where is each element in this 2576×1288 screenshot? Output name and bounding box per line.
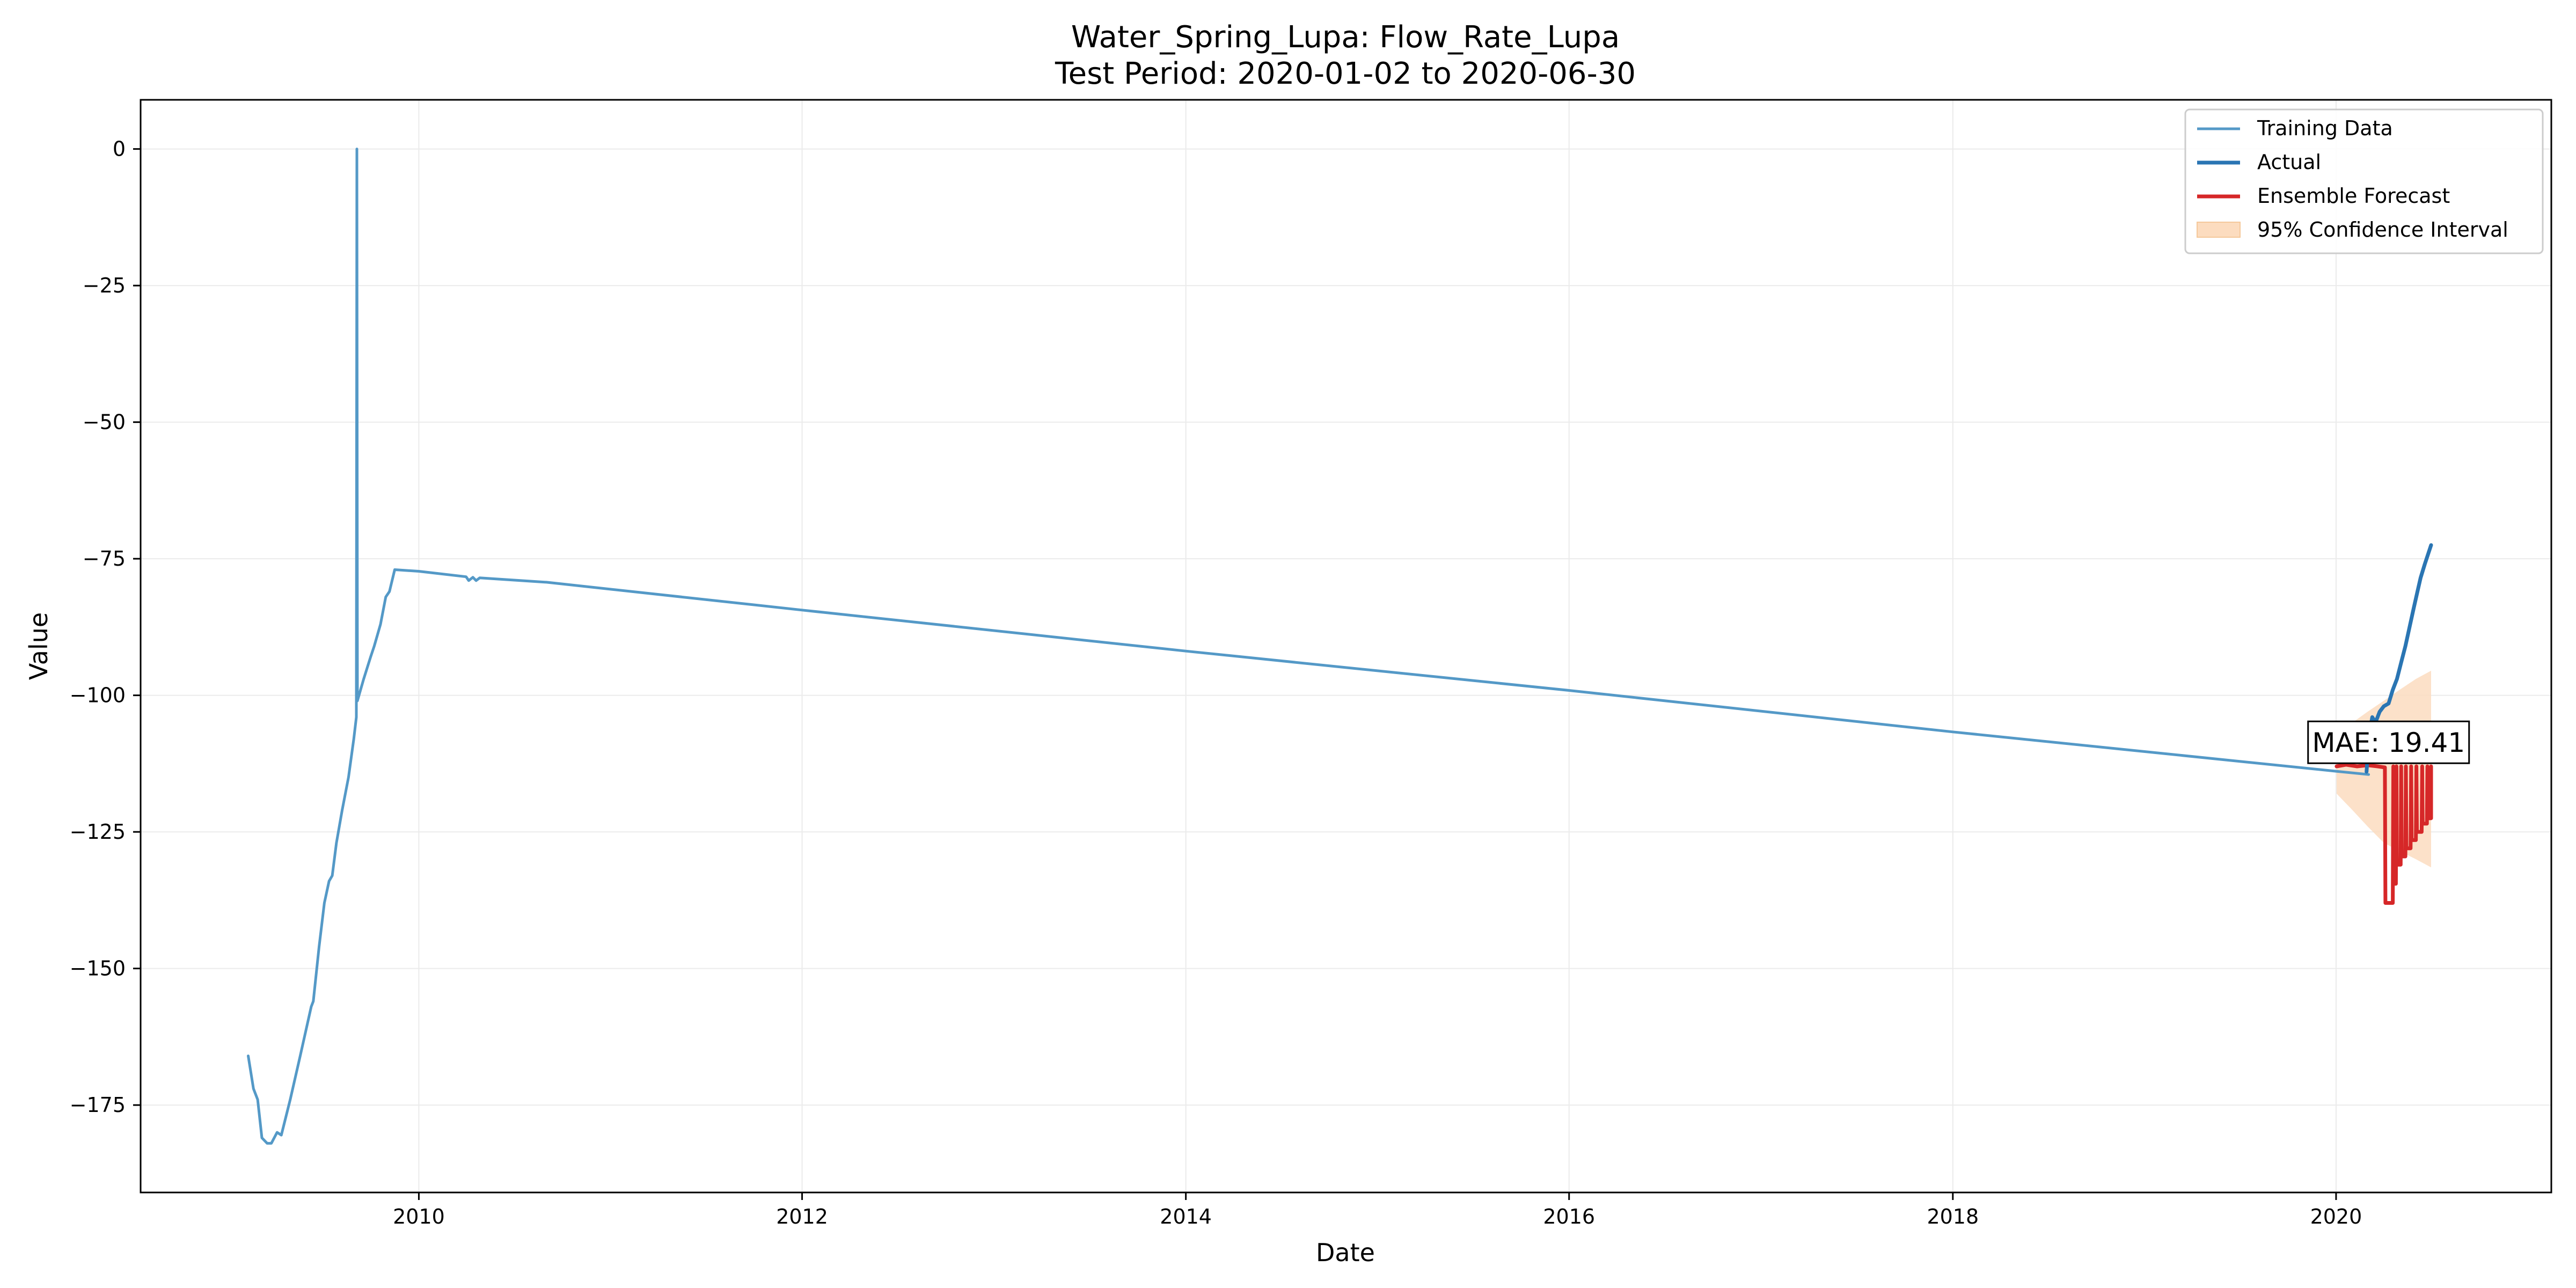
ensemble-forecast-line [2334, 763, 2433, 905]
y-tick-label-7: −175 [70, 1093, 126, 1117]
legend-label-training: Training Data [2257, 116, 2393, 140]
x-tick-label-1: 2012 [776, 1205, 828, 1228]
y-tick-label-2: −50 [83, 411, 126, 434]
x-axis-label: Date [1316, 1238, 1375, 1267]
legend-label-forecast: Ensemble Forecast [2257, 184, 2450, 208]
y-tick-label-4: −100 [70, 684, 126, 707]
mae-annotation: MAE: 19.41 [2307, 720, 2470, 764]
y-axis-label: Value [24, 612, 53, 680]
y-tick-label-0: 0 [113, 137, 126, 161]
legend: Training Data Actual Ensemble Forecast 9… [2184, 108, 2544, 254]
legend-swatch-confidence [2197, 222, 2241, 238]
x-tick-label-2: 2014 [1160, 1205, 1212, 1228]
y-tick-label-1: −25 [83, 274, 126, 297]
y-tick-label-3: −75 [83, 547, 126, 570]
chart-title-line-1: Water_Spring_Lupa: Flow_Rate_Lupa [1071, 20, 1620, 55]
legend-label-confidence: 95% Confidence Interval [2257, 218, 2508, 241]
mae-box [2307, 720, 2470, 764]
axis-ticks: 2010 2012 2014 2016 2018 2020 0 −25 −50 −75 −100 −1… [70, 137, 2362, 1228]
chart-title-line-2: Test Period: 2020-01-02 to 2020-06-30 [1055, 56, 1636, 91]
y-tick-label-5: −125 [70, 820, 126, 844]
legend-frame [2184, 108, 2544, 254]
y-tick-label-6: −150 [70, 957, 126, 980]
x-tick-label-4: 2018 [1927, 1205, 1979, 1228]
plot-area [247, 148, 2433, 1145]
x-tick-label-3: 2016 [1543, 1205, 1595, 1228]
legend-label-actual: Actual [2257, 150, 2321, 174]
grid [141, 100, 2551, 1192]
x-tick-label-0: 2010 [393, 1205, 445, 1228]
x-tick-label-5: 2020 [2310, 1205, 2362, 1228]
plot-frame [140, 99, 2552, 1194]
mae-label: MAE: 19.41 [2312, 727, 2465, 758]
training-data-line [247, 148, 2370, 1145]
